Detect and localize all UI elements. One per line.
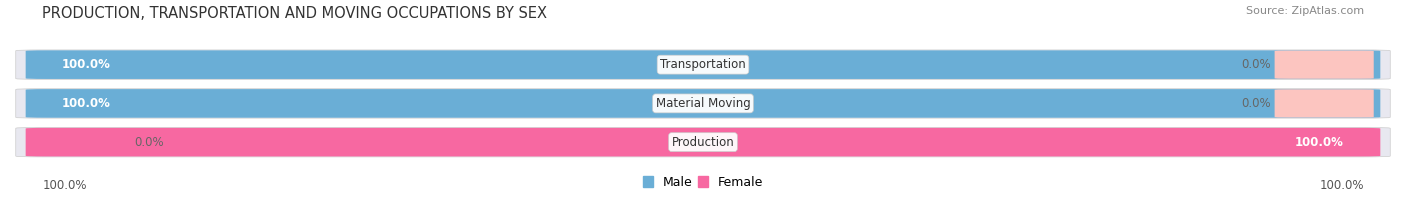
Text: Material Moving: Material Moving [655,97,751,110]
Text: 100.0%: 100.0% [62,58,111,71]
Text: 100.0%: 100.0% [1319,179,1364,192]
FancyBboxPatch shape [15,127,1391,157]
FancyBboxPatch shape [15,50,1391,79]
FancyBboxPatch shape [32,128,131,156]
Text: 100.0%: 100.0% [62,97,111,110]
FancyBboxPatch shape [15,89,1391,118]
FancyBboxPatch shape [1275,89,1374,118]
Text: Transportation: Transportation [661,58,745,71]
Legend: Male, Female: Male, Female [643,176,763,189]
FancyBboxPatch shape [25,128,1381,156]
FancyBboxPatch shape [25,50,1381,79]
Text: PRODUCTION, TRANSPORTATION AND MOVING OCCUPATIONS BY SEX: PRODUCTION, TRANSPORTATION AND MOVING OC… [42,6,547,21]
Text: Production: Production [672,136,734,149]
Text: 100.0%: 100.0% [42,179,87,192]
Text: 0.0%: 0.0% [135,136,165,149]
Text: 0.0%: 0.0% [1241,97,1271,110]
FancyBboxPatch shape [1275,51,1374,79]
FancyBboxPatch shape [25,89,1381,118]
Text: Source: ZipAtlas.com: Source: ZipAtlas.com [1246,6,1364,16]
Text: 0.0%: 0.0% [1241,58,1271,71]
Text: 100.0%: 100.0% [1295,136,1344,149]
